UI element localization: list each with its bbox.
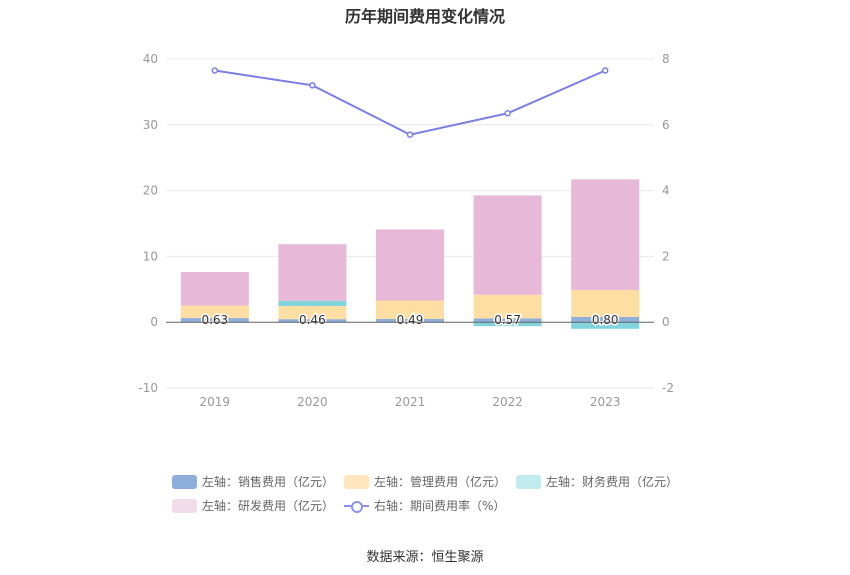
legend-line-swatch-icon xyxy=(344,499,369,513)
bar-data-label: 0.80 xyxy=(592,313,619,327)
left-axis-tick-label: 20 xyxy=(143,184,158,198)
expense-ratio-point xyxy=(309,82,316,89)
bar-segment-4 xyxy=(180,271,249,306)
bar-segment-2 xyxy=(473,294,542,319)
legend-swatch-rnd xyxy=(172,498,197,513)
right-axis-tick-label: 4 xyxy=(662,184,670,198)
left-axis-tick-label: 10 xyxy=(143,249,158,263)
bar-segment-3 xyxy=(473,322,542,327)
data-source-note: 数据来源：恒生聚源 xyxy=(366,550,484,565)
bar-segment-4 xyxy=(473,195,542,295)
right-axis-tick-label: 8 xyxy=(662,52,670,66)
x-axis-tick-label: 2021 xyxy=(395,395,426,409)
expense-ratio-point xyxy=(406,131,414,138)
x-axis-tick-label: 2023 xyxy=(590,395,621,409)
right-axis-tick-label: 0 xyxy=(662,315,670,329)
legend-swatch-admin xyxy=(344,474,369,489)
bar-data-label: 0.49 xyxy=(397,313,424,327)
bar-segment-1 xyxy=(376,318,444,323)
legend-swatch-sales xyxy=(172,474,197,489)
legend-label-rnd: 左轴：研发费用（亿元） xyxy=(202,499,335,513)
expense-ratio-point xyxy=(601,67,609,74)
legend-item-rnd[interactable]: 左轴：研发费用（亿元） xyxy=(172,497,334,514)
left-axis-tick-label: 0 xyxy=(150,315,158,329)
x-axis-tick-label: 2019 xyxy=(200,395,231,409)
bar-segment-3 xyxy=(571,322,640,329)
bar-segment-2 xyxy=(376,300,444,319)
bar-segment-2 xyxy=(571,289,640,317)
bar-segment-1 xyxy=(180,318,249,323)
legend-item-sales[interactable]: 左轴：销售费用（亿元） xyxy=(172,473,334,490)
bar-segment-1 xyxy=(571,316,640,323)
bar-segment-3 xyxy=(278,300,347,307)
left-axis-tick-label: 40 xyxy=(143,52,158,66)
bar-segment-1 xyxy=(473,318,542,323)
bar-data-label: 0.57 xyxy=(494,313,521,327)
legend-label-sales: 左轴：销售费用（亿元） xyxy=(202,475,335,489)
legend-label-expense-ratio: 右轴：期间费用率（%） xyxy=(374,499,506,513)
legend-item-expense-ratio[interactable]: 右轴：期间费用率（%） xyxy=(344,497,505,514)
legend-item-admin[interactable]: 左轴：管理费用（亿元） xyxy=(344,473,506,490)
right-axis-tick-label: -2 xyxy=(662,381,674,395)
expense-ratio-point xyxy=(504,110,511,117)
legend-item-finance[interactable]: 左轴：财务费用（亿元） xyxy=(516,473,678,490)
right-axis-tick-label: 2 xyxy=(662,249,670,263)
left-axis-tick-label: 30 xyxy=(143,118,158,132)
chart-title: 历年期间费用变化情况 xyxy=(344,7,505,26)
bar-segment-1 xyxy=(278,319,347,323)
legend-label-admin: 左轴：管理费用（亿元） xyxy=(374,475,507,489)
bar-segment-4 xyxy=(278,244,347,301)
expense-ratio-point xyxy=(211,67,219,74)
left-axis-tick-label: -10 xyxy=(138,381,158,395)
right-axis-tick-label: 6 xyxy=(662,118,670,132)
bar-segment-2 xyxy=(180,305,249,319)
x-axis-tick-label: 2022 xyxy=(492,395,523,409)
bar-segment-4 xyxy=(571,179,640,290)
bar-segment-2 xyxy=(278,306,347,320)
legend-label-finance: 左轴：财务费用（亿元） xyxy=(546,475,679,489)
bar-data-label: 0.46 xyxy=(299,313,326,327)
legend-swatch-finance xyxy=(516,474,541,489)
bar-segment-4 xyxy=(376,229,444,301)
bar-data-label: 0.63 xyxy=(201,313,228,327)
x-axis-tick-label: 2020 xyxy=(297,395,328,409)
